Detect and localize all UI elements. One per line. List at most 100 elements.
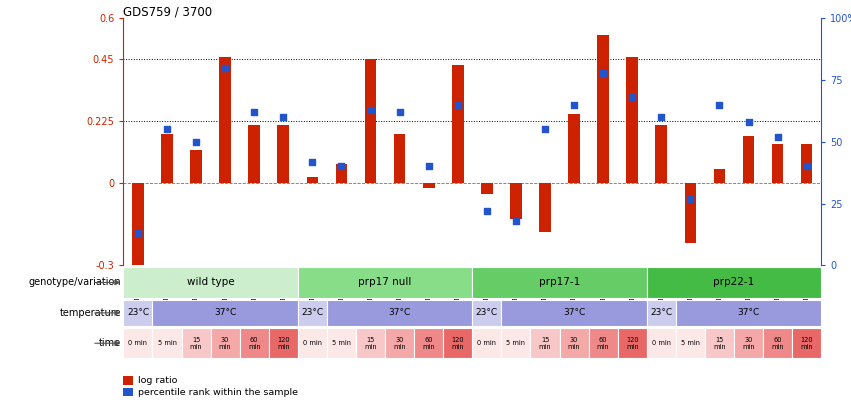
- Bar: [540, 183, 551, 232]
- Point: [683, 195, 697, 202]
- Bar: [772, 145, 784, 183]
- Text: 30
min: 30 min: [219, 337, 231, 350]
- Bar: [211, 328, 240, 358]
- Point: [451, 101, 465, 108]
- Bar: [618, 328, 647, 358]
- Text: 23°C: 23°C: [650, 308, 672, 318]
- Point: [131, 230, 145, 237]
- Text: 30
min: 30 min: [393, 337, 406, 350]
- Bar: [123, 300, 152, 326]
- Text: temperature: temperature: [60, 308, 122, 318]
- Bar: [714, 169, 725, 183]
- Text: 23°C: 23°C: [127, 308, 149, 318]
- Bar: [394, 134, 405, 183]
- Text: 60
min: 60 min: [597, 337, 609, 350]
- Text: percentile rank within the sample: percentile rank within the sample: [138, 388, 298, 396]
- Bar: [152, 300, 298, 326]
- Bar: [132, 183, 144, 271]
- Text: 120
min: 120 min: [625, 337, 638, 350]
- Text: prp22-1: prp22-1: [713, 277, 755, 288]
- Text: 30
min: 30 min: [742, 337, 755, 350]
- Text: 120
min: 120 min: [451, 337, 464, 350]
- Text: time: time: [100, 338, 122, 348]
- Bar: [626, 57, 638, 183]
- Bar: [443, 328, 472, 358]
- Bar: [298, 328, 327, 358]
- Text: 23°C: 23°C: [476, 308, 498, 318]
- Bar: [277, 125, 289, 183]
- Bar: [743, 136, 754, 183]
- Bar: [269, 328, 298, 358]
- Text: 5 min: 5 min: [157, 340, 176, 346]
- Bar: [414, 328, 443, 358]
- Text: 0 min: 0 min: [129, 340, 147, 346]
- Point: [219, 64, 232, 71]
- Text: 37°C: 37°C: [738, 308, 760, 318]
- Bar: [501, 300, 647, 326]
- Text: 0 min: 0 min: [652, 340, 671, 346]
- Bar: [801, 145, 813, 183]
- Point: [800, 163, 814, 170]
- Bar: [298, 267, 472, 298]
- Bar: [452, 65, 464, 183]
- Bar: [123, 328, 152, 358]
- Text: GDS759 / 3700: GDS759 / 3700: [123, 5, 213, 18]
- Bar: [597, 35, 609, 183]
- Text: 15
min: 15 min: [713, 337, 726, 350]
- Bar: [647, 267, 821, 298]
- Text: 37°C: 37°C: [563, 308, 585, 318]
- Text: 120
min: 120 min: [800, 337, 813, 350]
- Bar: [676, 328, 705, 358]
- Point: [712, 101, 726, 108]
- Text: genotype/variation: genotype/variation: [29, 277, 122, 288]
- Bar: [472, 267, 647, 298]
- Point: [160, 126, 174, 133]
- Text: prp17-1: prp17-1: [539, 277, 580, 288]
- Bar: [161, 134, 173, 183]
- Bar: [423, 183, 435, 188]
- Bar: [335, 164, 347, 183]
- Bar: [191, 150, 202, 183]
- Bar: [181, 328, 210, 358]
- Text: 5 min: 5 min: [332, 340, 351, 346]
- Bar: [510, 183, 522, 219]
- Text: 37°C: 37°C: [389, 308, 411, 318]
- Text: 23°C: 23°C: [301, 308, 323, 318]
- Text: 60
min: 60 min: [771, 337, 784, 350]
- Point: [538, 126, 551, 133]
- Text: 0 min: 0 min: [303, 340, 322, 346]
- Point: [568, 101, 581, 108]
- Point: [625, 94, 639, 100]
- Point: [334, 163, 348, 170]
- Bar: [655, 125, 667, 183]
- Point: [393, 109, 407, 115]
- Bar: [220, 57, 231, 183]
- Text: 15
min: 15 min: [539, 337, 551, 350]
- Bar: [365, 60, 376, 183]
- Bar: [559, 328, 589, 358]
- Point: [480, 208, 494, 214]
- Bar: [298, 300, 327, 326]
- Bar: [792, 328, 821, 358]
- Bar: [763, 328, 792, 358]
- Bar: [684, 183, 696, 243]
- Bar: [472, 328, 501, 358]
- Bar: [306, 177, 318, 183]
- Text: prp17 null: prp17 null: [358, 277, 412, 288]
- Point: [742, 119, 756, 125]
- Point: [509, 217, 523, 224]
- Bar: [530, 328, 559, 358]
- Bar: [481, 183, 493, 194]
- Text: 15
min: 15 min: [364, 337, 377, 350]
- Text: 5 min: 5 min: [681, 340, 700, 346]
- Bar: [734, 328, 763, 358]
- Bar: [676, 300, 821, 326]
- Point: [654, 114, 668, 120]
- Bar: [327, 300, 472, 326]
- Bar: [647, 300, 676, 326]
- Bar: [589, 328, 618, 358]
- Bar: [240, 328, 269, 358]
- Bar: [385, 328, 414, 358]
- Point: [363, 107, 377, 113]
- Bar: [248, 125, 260, 183]
